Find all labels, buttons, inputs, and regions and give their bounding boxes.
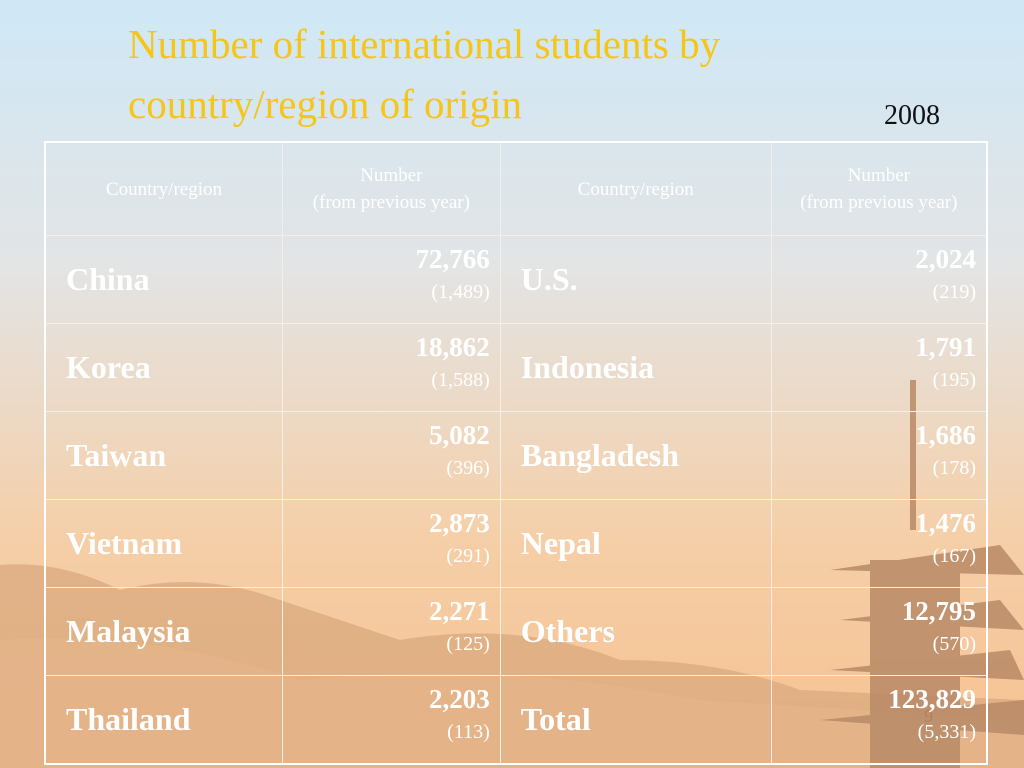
table-body: China 72,766 (1,489) U.S. 2,024 (219) Korea 18,… — [44, 235, 988, 765]
number-cell: 1,791 (195) — [770, 323, 988, 412]
table-row: Taiwan 5,082 (396) Bangladesh 1,686 (178) — [44, 411, 988, 500]
number-cell: 2,271 (125) — [281, 587, 501, 676]
change-from-previous: (1,588) — [431, 369, 490, 391]
change-from-previous: (125) — [446, 633, 490, 655]
year: 2008 — [884, 100, 940, 131]
country-cell: Korea — [44, 323, 283, 412]
country-cell: Thailand — [44, 675, 283, 765]
table-row: China 72,766 (1,489) U.S. 2,024 (219) — [44, 235, 988, 324]
change-from-previous: (195) — [932, 369, 976, 391]
number-cell: 2,873 (291) — [281, 499, 501, 588]
country-cell: China — [44, 235, 283, 324]
student-count: 1,686 — [915, 420, 976, 450]
change-from-previous: (1,489) — [431, 281, 490, 303]
change-from-previous: (291) — [446, 545, 490, 567]
number-cell: 2,203 (113) — [281, 675, 501, 765]
country-cell: Malaysia — [44, 587, 283, 676]
student-count: 72,766 — [415, 244, 490, 274]
change-from-previous: (178) — [932, 457, 976, 479]
change-from-previous: (5,331) — [917, 721, 976, 743]
column-header: Number (from previous year) — [281, 141, 501, 236]
change-from-previous: (219) — [932, 281, 976, 303]
country-cell: Bangladesh — [499, 411, 772, 500]
table-row: Thailand 2,203 (113) Total 123,829 (5,331) — [44, 675, 988, 765]
change-from-previous: (167) — [932, 545, 976, 567]
table-row: Malaysia 2,271 (125) Others 12,795 (570) — [44, 587, 988, 676]
table-row: Vietnam 2,873 (291) Nepal 1,476 (167) — [44, 499, 988, 588]
number-cell: 123,829 (5,331) — [770, 675, 988, 765]
student-count: 2,203 — [429, 684, 490, 714]
number-cell: 72,766 (1,489) — [281, 235, 501, 324]
student-count: 1,476 — [915, 508, 976, 538]
number-cell: 1,686 (178) — [770, 411, 988, 500]
student-count: 2,873 — [429, 508, 490, 538]
students-table: Country/region Number (from previous year… — [44, 141, 988, 765]
student-count: 5,082 — [429, 420, 490, 450]
change-from-previous: (570) — [932, 633, 976, 655]
country-cell: Nepal — [499, 499, 772, 588]
country-cell: Taiwan — [44, 411, 283, 500]
country-cell: Indonesia — [499, 323, 772, 412]
student-count: 2,271 — [429, 596, 490, 626]
change-from-previous: (396) — [446, 457, 490, 479]
country-cell: Vietnam — [44, 499, 283, 588]
header-row: Country/region Number (from previous year… — [44, 141, 988, 236]
number-cell: 1,476 (167) — [770, 499, 988, 588]
student-count: 12,795 — [901, 596, 976, 626]
student-count: 18,862 — [415, 332, 490, 362]
slide-title: Number of international students by coun… — [128, 21, 721, 127]
change-from-previous: (113) — [447, 721, 490, 743]
student-count: 123,829 — [888, 684, 976, 714]
number-cell: 12,795 (570) — [770, 587, 988, 676]
country-cell: U.S. — [499, 235, 772, 324]
country-cell: Total — [499, 675, 772, 765]
table-row: Korea 18,862 (1,588) Indonesia 1,791 (195) — [44, 323, 988, 412]
student-count: 1,791 — [915, 332, 976, 362]
country-cell: Others — [499, 587, 772, 676]
number-cell: 5,082 (396) — [281, 411, 501, 500]
column-header: Country/region — [499, 141, 772, 236]
number-cell: 18,862 (1,588) — [281, 323, 501, 412]
column-header: Country/region — [44, 141, 283, 236]
number-cell: 2,024 (219) — [770, 235, 988, 324]
column-header: Number (from previous year) — [770, 141, 988, 236]
student-count: 2,024 — [915, 244, 976, 274]
